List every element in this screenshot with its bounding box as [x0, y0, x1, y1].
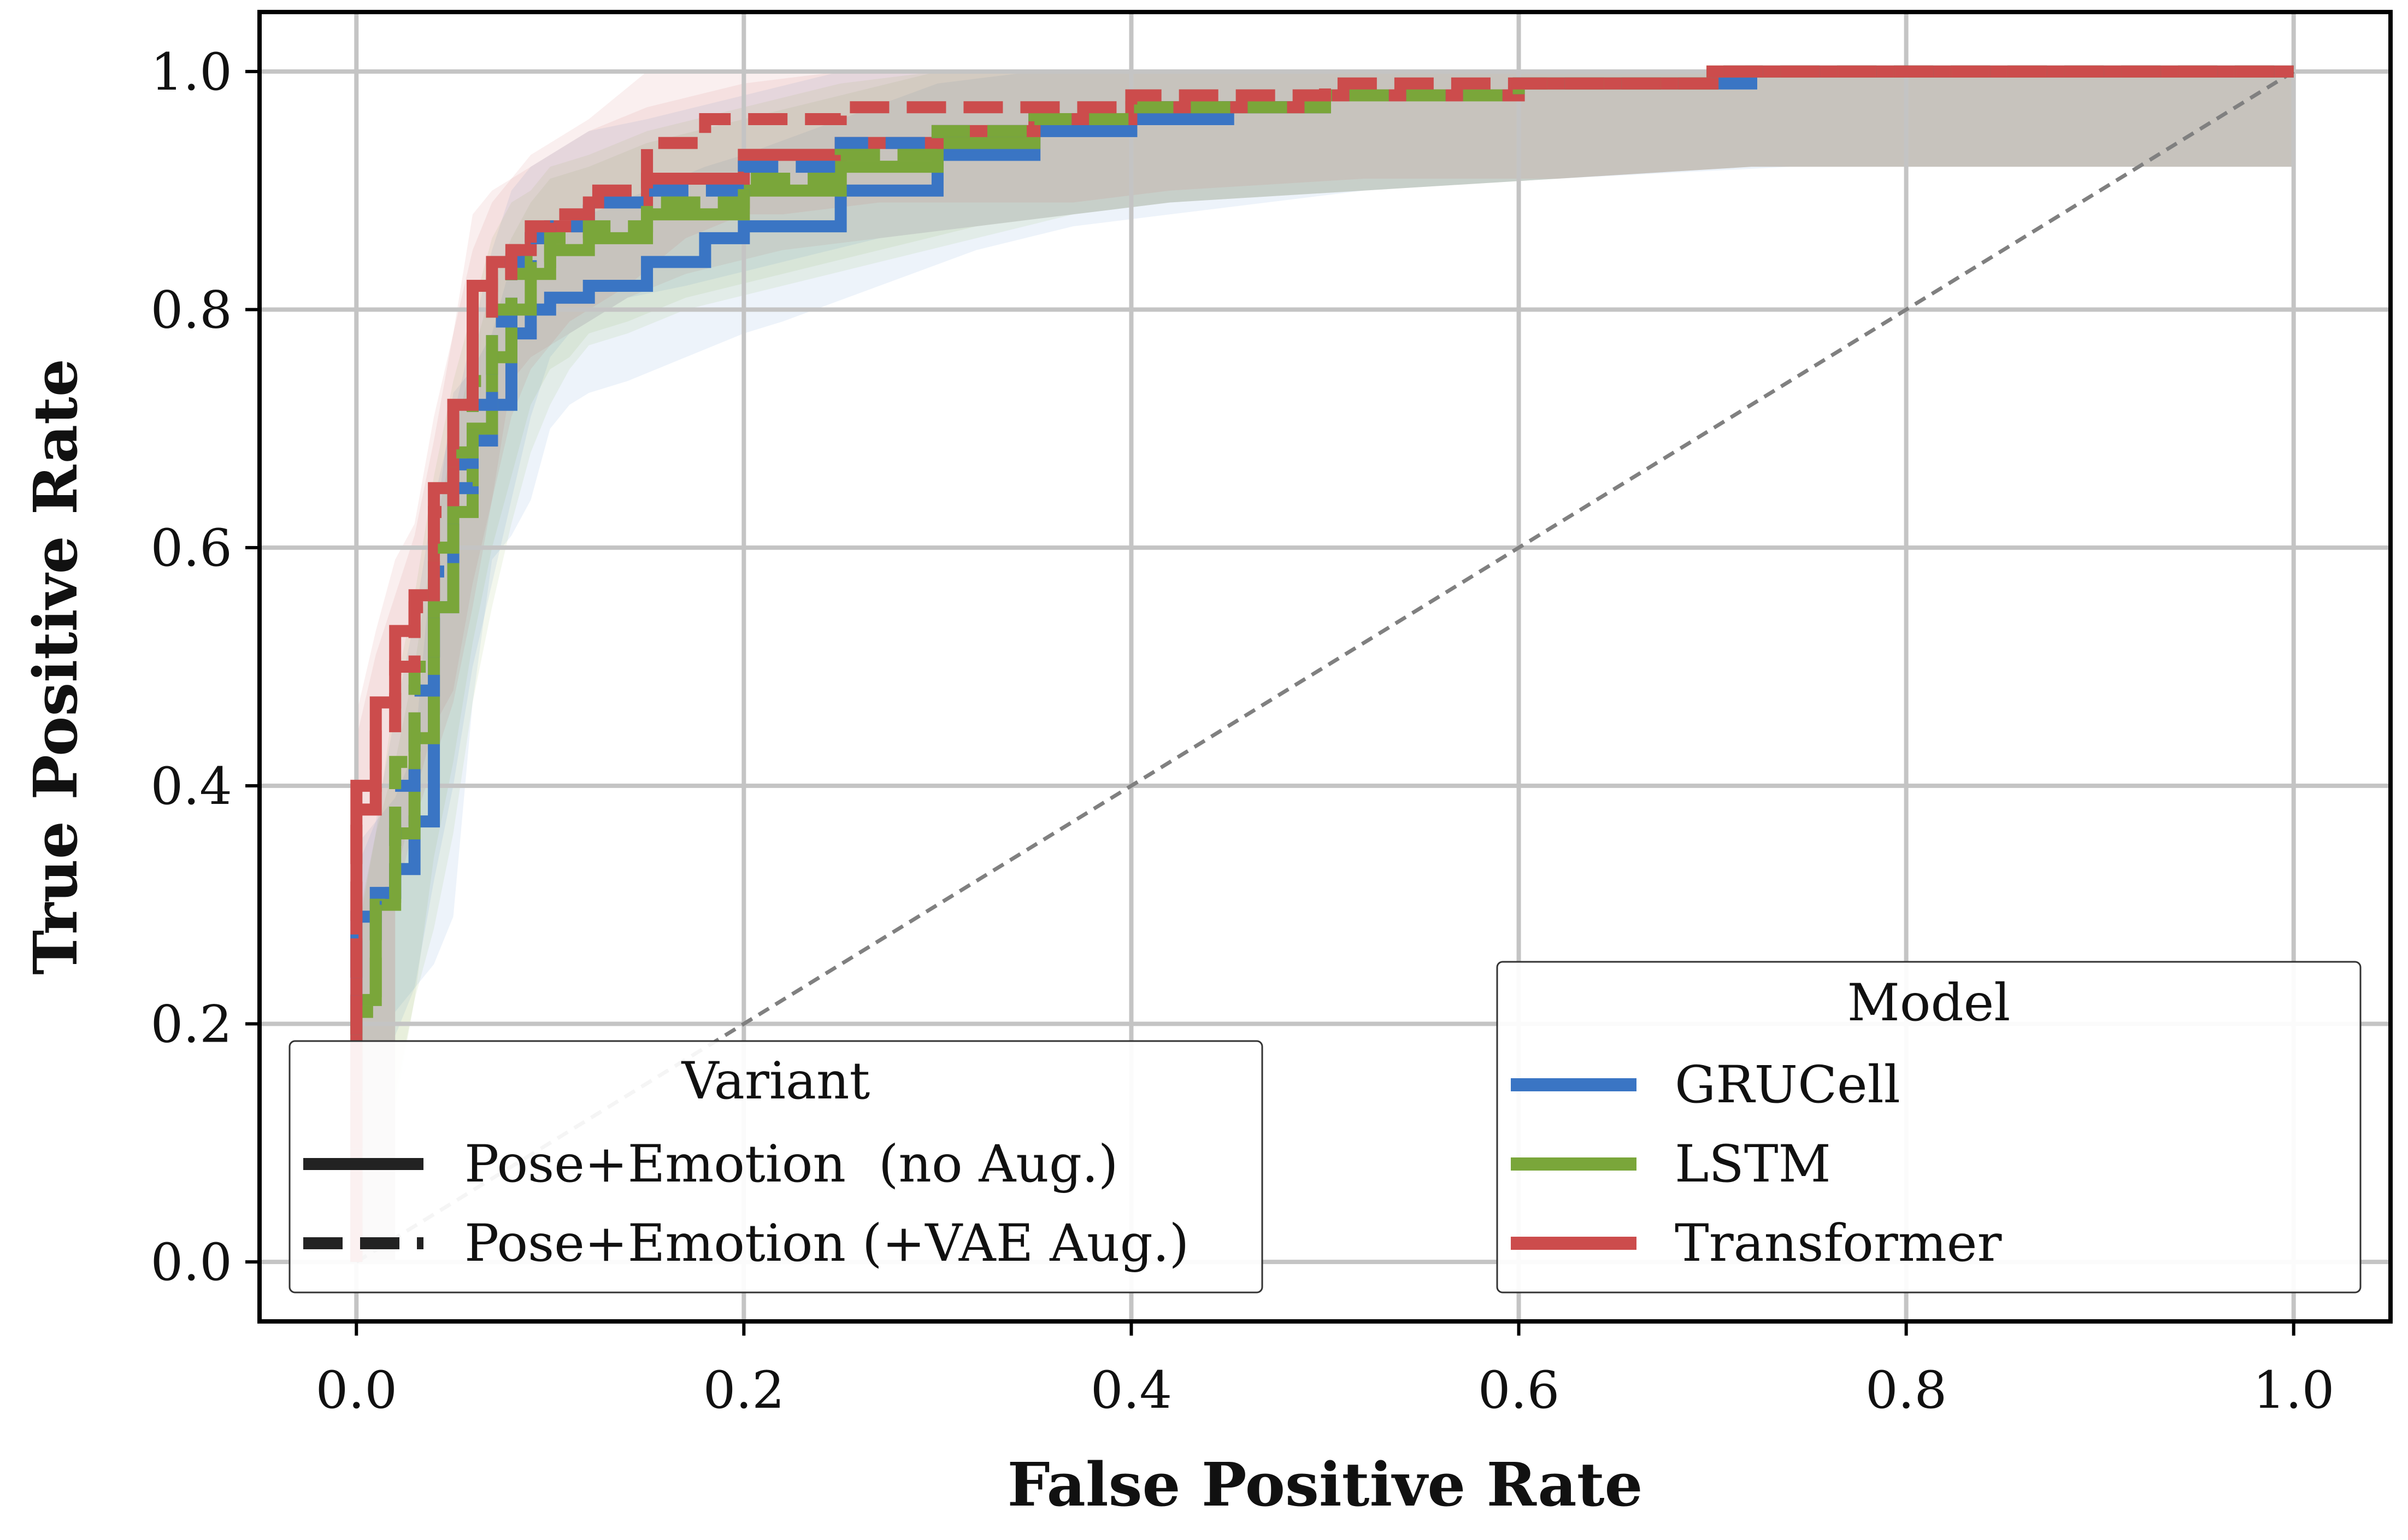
plot-frame — [257, 10, 2393, 1324]
series-grucell-no-aug — [350, 65, 2294, 1262]
y-axis-title: True Positive Rate — [20, 358, 91, 975]
band-lstm-no-aug — [356, 71, 2294, 1262]
x-tick-label-5: 1.0 — [2253, 1361, 2335, 1420]
y-tick-label-1: 0.2 — [151, 995, 233, 1054]
x-tick-label-0: 0.0 — [316, 1361, 398, 1420]
variant-legend-title: Variant — [681, 1051, 870, 1111]
x-tick-label-4: 0.8 — [1865, 1361, 1947, 1420]
model-legend-label-lstm: LSTM — [1675, 1135, 1831, 1194]
y-tick-label-4: 0.8 — [151, 281, 233, 340]
x-tick-label-3: 0.6 — [1478, 1361, 1560, 1420]
y-tick-label-5: 1.0 — [151, 43, 233, 102]
y-tick-label-0: 0.0 — [151, 1233, 233, 1292]
band-lstm-vae-aug — [356, 71, 2294, 1262]
model-legend-box — [1496, 961, 2362, 1294]
x-tick-label-1: 0.2 — [703, 1361, 785, 1420]
band-transformer-vae-aug — [356, 71, 2294, 1262]
model-legend-label-grucell: GRUCell — [1675, 1055, 1900, 1115]
model-legend: Model GRUCell LSTM Transformer — [1496, 961, 2362, 1294]
series-transformer-vae-aug — [350, 65, 2294, 1262]
variant-legend-label-dashed: Pose+Emotion (+VAE Aug.) — [464, 1214, 1189, 1273]
model-legend-title: Model — [1847, 973, 2011, 1033]
x-tick-label-2: 0.4 — [1091, 1361, 1173, 1420]
variant-legend: Variant Pose+Emotion (no Aug.) Pose+Emot… — [289, 1040, 1263, 1294]
variant-legend-box — [289, 1040, 1263, 1294]
y-tick-label-3: 0.6 — [151, 519, 233, 578]
confidence-bands — [356, 71, 2294, 1262]
band-transformer-no-aug — [356, 71, 2294, 1262]
band-grucell-vae-aug — [356, 71, 2294, 1262]
variant-legend-label-solid: Pose+Emotion (no Aug.) — [464, 1135, 1118, 1194]
axis-ticks: 0.0 0.2 0.4 0.6 0.8 1.0 0.0 0.2 0.4 0.6 0.8 1.0 — [151, 43, 2335, 1420]
roc-series — [350, 65, 2294, 1262]
x-axis-title: False Positive Rate — [1007, 1449, 1642, 1520]
y-tick-label-2: 0.4 — [151, 757, 233, 816]
model-legend-label-transformer: Transformer — [1675, 1214, 2002, 1273]
